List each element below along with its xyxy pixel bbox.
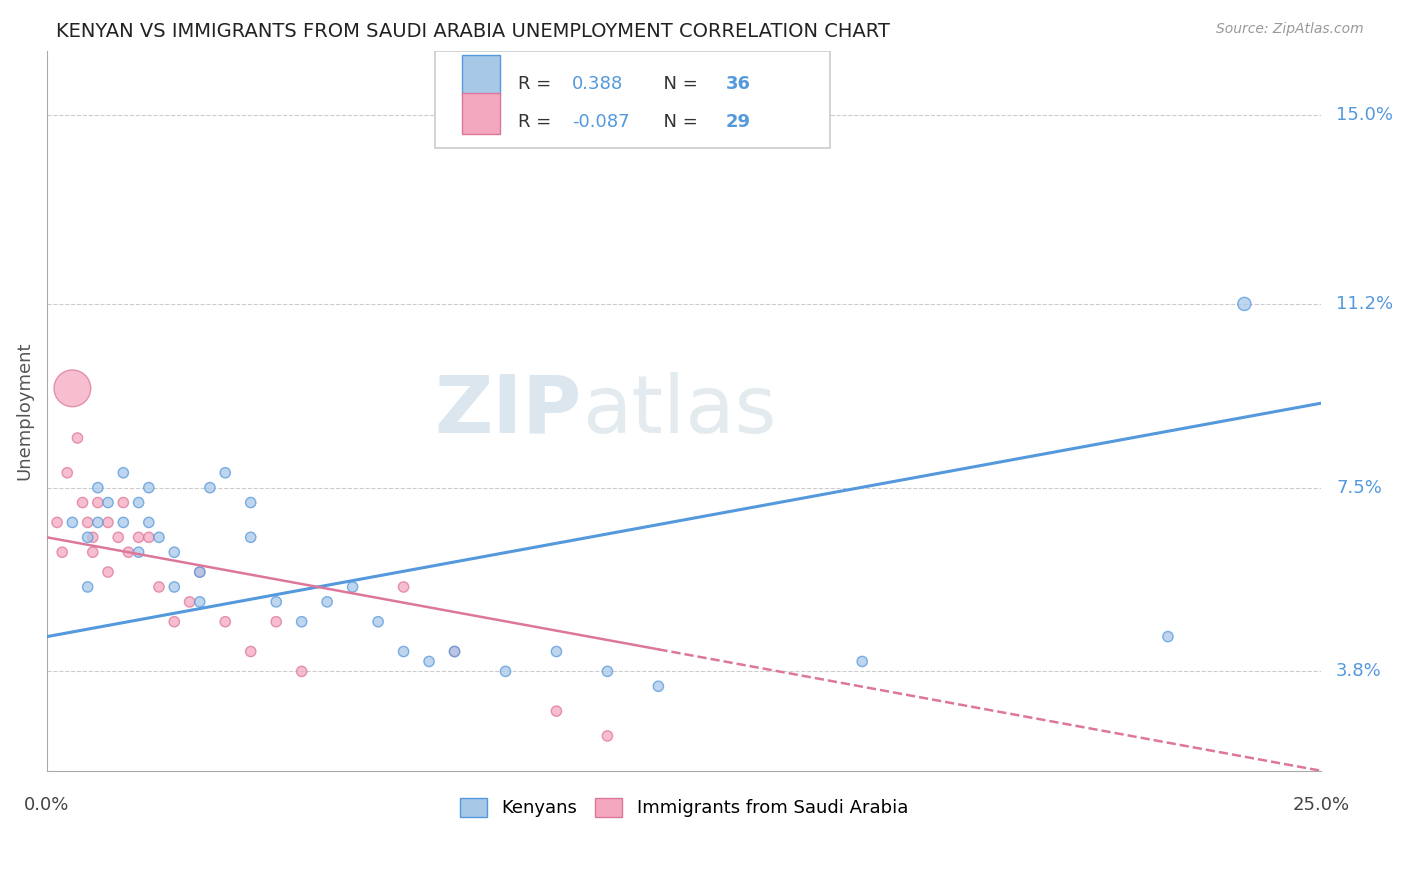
Point: [97, 495, 120, 509]
Point: [87, 495, 110, 509]
Text: 15.0%: 15.0%: [1336, 106, 1393, 124]
Point: [107, 530, 129, 544]
Point: [214, 615, 236, 629]
Point: [239, 644, 262, 658]
Point: [179, 595, 201, 609]
Point: [87, 481, 110, 495]
Text: 0.0%: 0.0%: [24, 796, 69, 814]
Text: R =: R =: [519, 113, 557, 131]
Point: [443, 644, 465, 658]
Point: [138, 516, 160, 530]
Point: [112, 495, 135, 509]
Point: [239, 495, 262, 509]
Point: [214, 466, 236, 480]
Legend: Kenyans, Immigrants from Saudi Arabia: Kenyans, Immigrants from Saudi Arabia: [451, 789, 917, 827]
Point: [851, 655, 873, 669]
Point: [112, 466, 135, 480]
Point: [647, 679, 669, 693]
Point: [546, 644, 568, 658]
Point: [198, 481, 221, 495]
Point: [82, 545, 104, 559]
Point: [264, 615, 287, 629]
Point: [60, 381, 83, 395]
Point: [87, 516, 110, 530]
Point: [163, 615, 186, 629]
Point: [188, 565, 211, 579]
Point: [392, 644, 415, 658]
Point: [46, 516, 69, 530]
Text: 11.2%: 11.2%: [1336, 295, 1393, 313]
Point: [1157, 630, 1180, 644]
Point: [596, 729, 619, 743]
Point: [148, 530, 170, 544]
Point: [495, 665, 517, 679]
Text: R =: R =: [519, 76, 557, 94]
Point: [51, 545, 73, 559]
Point: [128, 530, 150, 544]
Point: [72, 495, 94, 509]
Point: [188, 595, 211, 609]
Text: 3.8%: 3.8%: [1336, 663, 1382, 681]
Point: [291, 615, 314, 629]
Point: [264, 595, 287, 609]
Text: 0.388: 0.388: [572, 76, 623, 94]
Y-axis label: Unemployment: Unemployment: [15, 342, 32, 480]
Point: [66, 431, 89, 445]
Point: [367, 615, 389, 629]
Point: [82, 530, 104, 544]
Point: [596, 665, 619, 679]
Point: [1233, 297, 1256, 311]
Point: [76, 580, 98, 594]
Point: [76, 516, 98, 530]
Point: [239, 530, 262, 544]
Point: [97, 565, 120, 579]
Point: [76, 530, 98, 544]
Point: [443, 644, 465, 658]
Point: [97, 516, 120, 530]
Point: [117, 545, 139, 559]
Point: [291, 665, 314, 679]
Point: [128, 495, 150, 509]
Point: [60, 516, 83, 530]
Point: [418, 655, 440, 669]
Text: Source: ZipAtlas.com: Source: ZipAtlas.com: [1216, 22, 1364, 37]
Text: 25.0%: 25.0%: [1292, 796, 1350, 814]
FancyBboxPatch shape: [436, 51, 831, 148]
Text: KENYAN VS IMMIGRANTS FROM SAUDI ARABIA UNEMPLOYMENT CORRELATION CHART: KENYAN VS IMMIGRANTS FROM SAUDI ARABIA U…: [56, 22, 890, 41]
FancyBboxPatch shape: [463, 93, 501, 134]
Point: [188, 565, 211, 579]
Point: [148, 580, 170, 594]
Point: [138, 530, 160, 544]
Point: [163, 545, 186, 559]
Point: [316, 595, 339, 609]
Text: atlas: atlas: [582, 372, 776, 450]
Text: N =: N =: [652, 76, 703, 94]
Text: N =: N =: [652, 113, 703, 131]
Point: [546, 704, 568, 718]
Point: [56, 466, 79, 480]
Point: [138, 481, 160, 495]
Point: [163, 580, 186, 594]
Text: 29: 29: [725, 113, 751, 131]
Text: 36: 36: [725, 76, 751, 94]
Text: 7.5%: 7.5%: [1336, 479, 1382, 497]
Point: [342, 580, 364, 594]
FancyBboxPatch shape: [463, 54, 501, 96]
Text: -0.087: -0.087: [572, 113, 630, 131]
Text: ZIP: ZIP: [434, 372, 582, 450]
Point: [128, 545, 150, 559]
Point: [112, 516, 135, 530]
Point: [392, 580, 415, 594]
